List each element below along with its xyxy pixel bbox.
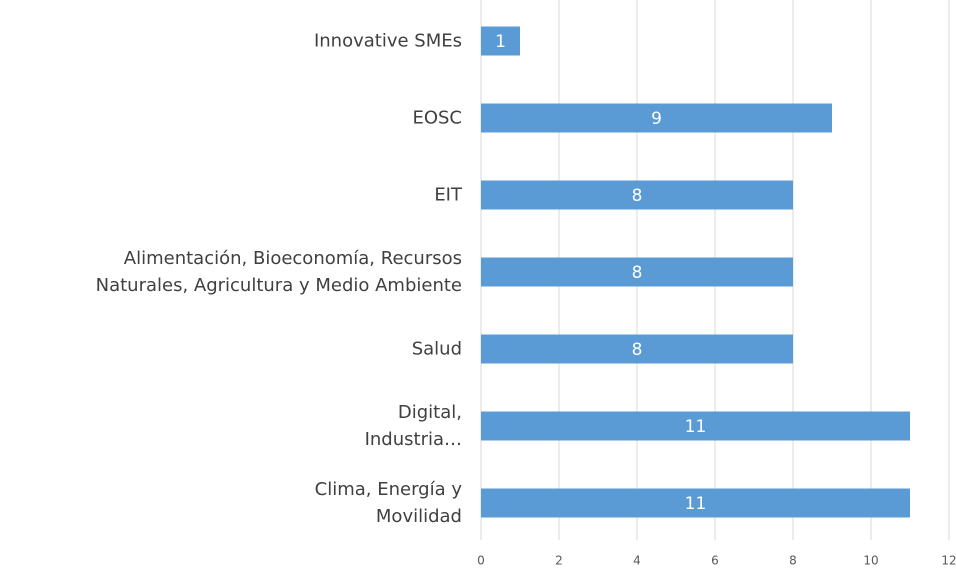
x-tick-label: 6 [711,554,719,568]
data-label: 1 [495,32,506,52]
x-tick-label: 10 [863,554,878,568]
y-tick-label: Salud [0,336,462,363]
data-label: 8 [632,263,643,283]
y-tick-label: EOSC [0,105,462,132]
x-tick-label: 12 [941,554,956,568]
data-label: 8 [632,186,643,206]
x-tick-label: 0 [477,554,485,568]
y-tick-label: EIT [0,182,462,209]
page: {"chart_data": {"type": "bar", "orientat… [0,0,956,569]
data-label: 11 [685,417,707,437]
y-tick-label: Clima, Energía y Movilidad [0,476,462,530]
y-tick-label: Innovative SMEs [0,28,462,55]
data-label: 8 [632,340,643,360]
y-tick-label: Alimentación, Bioeconomía, Recursos Natu… [0,245,462,299]
x-tick-label: 2 [555,554,563,568]
data-label: 9 [651,109,662,129]
y-tick-label: Digital, Industria… [0,399,462,453]
x-tick-label: 4 [633,554,641,568]
x-tick-label: 8 [789,554,797,568]
data-label: 11 [685,494,707,514]
